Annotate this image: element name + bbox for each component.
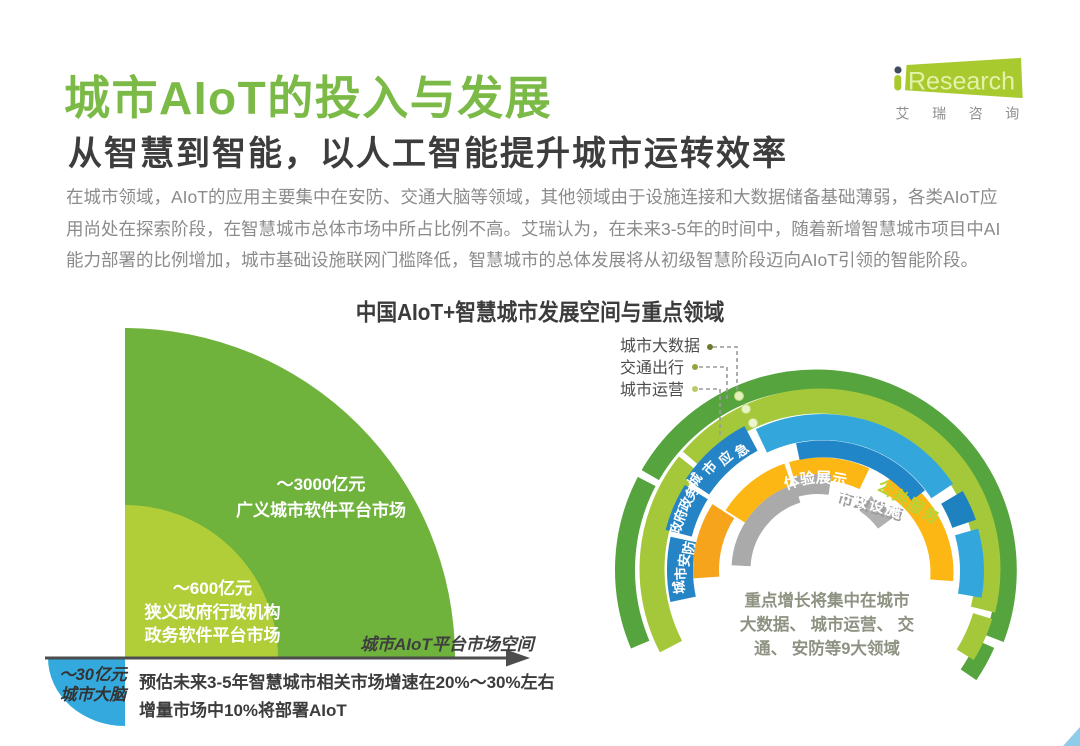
- svg-text:展: 展: [816, 470, 831, 487]
- svg-text:府: 府: [670, 506, 690, 525]
- svg-text:示: 示: [830, 470, 848, 490]
- svg-text:市: 市: [673, 566, 689, 580]
- svg-text:防: 防: [680, 539, 698, 555]
- svg-text:验: 验: [799, 469, 817, 489]
- svg-text:城: 城: [670, 579, 688, 595]
- svg-text:体: 体: [782, 471, 803, 493]
- svg-text:Research: Research: [908, 68, 1015, 96]
- svg-text:政: 政: [666, 519, 685, 537]
- svg-text:安: 安: [676, 553, 693, 568]
- svg-text:艾瑞咨询: 艾瑞咨询: [896, 106, 1042, 122]
